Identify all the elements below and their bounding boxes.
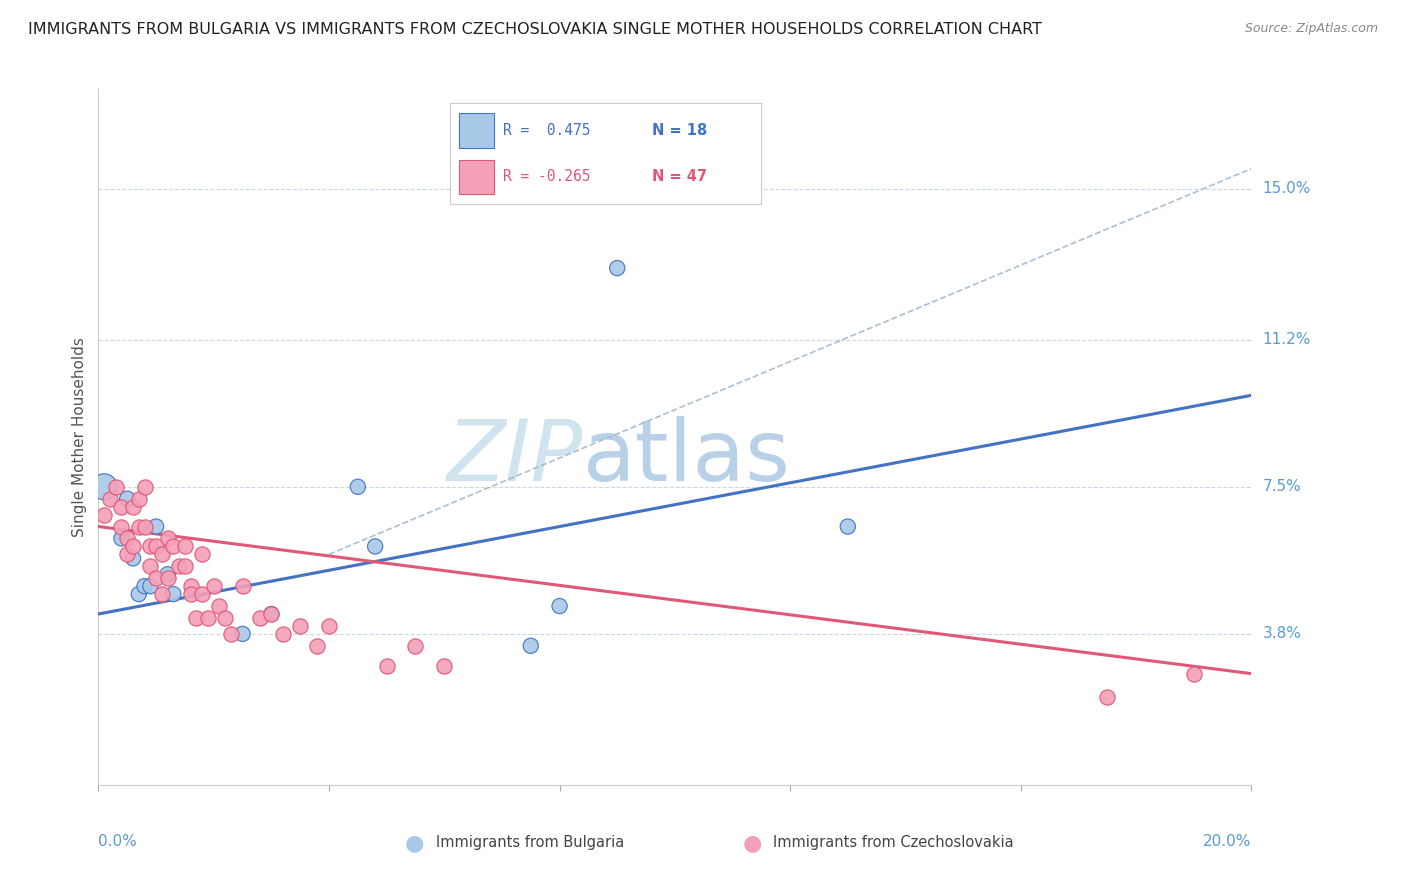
Point (191, 547, 214, 561)
Point (128, 587, 150, 601)
Point (134, 480, 156, 494)
Point (110, 500, 132, 514)
Point (128, 491, 150, 506)
Point (214, 611, 236, 625)
Point (156, 567, 179, 582)
Point (134, 579, 156, 593)
Point (202, 579, 225, 593)
Point (145, 571, 167, 585)
Point (307, 639, 329, 653)
Point (318, 619, 340, 633)
Text: 0.0%: 0.0% (98, 834, 138, 848)
Point (186, 611, 208, 625)
Point (174, 540, 197, 554)
Point (180, 587, 202, 601)
Point (117, 491, 138, 506)
Point (174, 559, 197, 574)
Point (180, 579, 202, 593)
Point (122, 500, 145, 514)
Point (122, 551, 145, 566)
Text: Immigrants from Czechoslovakia: Immigrants from Czechoslovakia (773, 836, 1014, 850)
Point (139, 540, 162, 554)
Point (520, 639, 543, 653)
Point (364, 540, 387, 554)
Point (162, 540, 184, 554)
Point (548, 599, 571, 613)
Point (197, 611, 219, 625)
Point (134, 519, 156, 533)
Text: ●: ● (742, 833, 762, 853)
Point (122, 540, 145, 554)
Text: 3.8%: 3.8% (1263, 626, 1302, 641)
Point (145, 519, 167, 533)
Text: atlas: atlas (582, 417, 790, 500)
Point (117, 532, 138, 546)
Text: ZIP: ZIP (446, 417, 582, 500)
Point (162, 587, 184, 601)
Y-axis label: Single Mother Households: Single Mother Households (72, 337, 87, 537)
Point (1097, 690, 1119, 705)
Point (231, 579, 254, 593)
Point (145, 540, 167, 554)
Text: 11.2%: 11.2% (1263, 332, 1310, 347)
Point (104, 480, 127, 494)
Text: 7.5%: 7.5% (1263, 479, 1301, 494)
Point (1182, 666, 1205, 681)
Point (150, 547, 173, 561)
Point (219, 627, 242, 641)
Point (167, 559, 190, 574)
Point (93, 508, 115, 522)
Point (249, 611, 271, 625)
Point (606, 261, 628, 276)
Point (110, 532, 132, 546)
Point (231, 627, 254, 641)
Point (290, 619, 312, 633)
Text: IMMIGRANTS FROM BULGARIA VS IMMIGRANTS FROM CZECHOSLOVAKIA SINGLE MOTHER HOUSEHO: IMMIGRANTS FROM BULGARIA VS IMMIGRANTS F… (28, 22, 1042, 37)
Point (156, 571, 179, 585)
Point (837, 519, 859, 533)
Point (139, 579, 162, 593)
Point (433, 658, 456, 673)
Point (128, 519, 150, 533)
Point (93, 480, 115, 494)
Point (110, 519, 132, 533)
Point (156, 532, 179, 546)
Point (208, 599, 231, 613)
Point (139, 559, 162, 574)
Point (117, 547, 138, 561)
Text: 15.0%: 15.0% (1263, 181, 1310, 196)
Text: ●: ● (405, 833, 425, 853)
Point (375, 658, 398, 673)
Point (98, 491, 121, 506)
Text: 20.0%: 20.0% (1204, 834, 1251, 848)
Point (271, 627, 294, 641)
Point (260, 607, 283, 621)
Point (405, 639, 427, 653)
Text: Immigrants from Bulgaria: Immigrants from Bulgaria (436, 836, 624, 850)
Point (346, 480, 368, 494)
Point (260, 607, 283, 621)
Text: Source: ZipAtlas.com: Source: ZipAtlas.com (1244, 22, 1378, 36)
Point (191, 587, 214, 601)
Point (150, 587, 173, 601)
